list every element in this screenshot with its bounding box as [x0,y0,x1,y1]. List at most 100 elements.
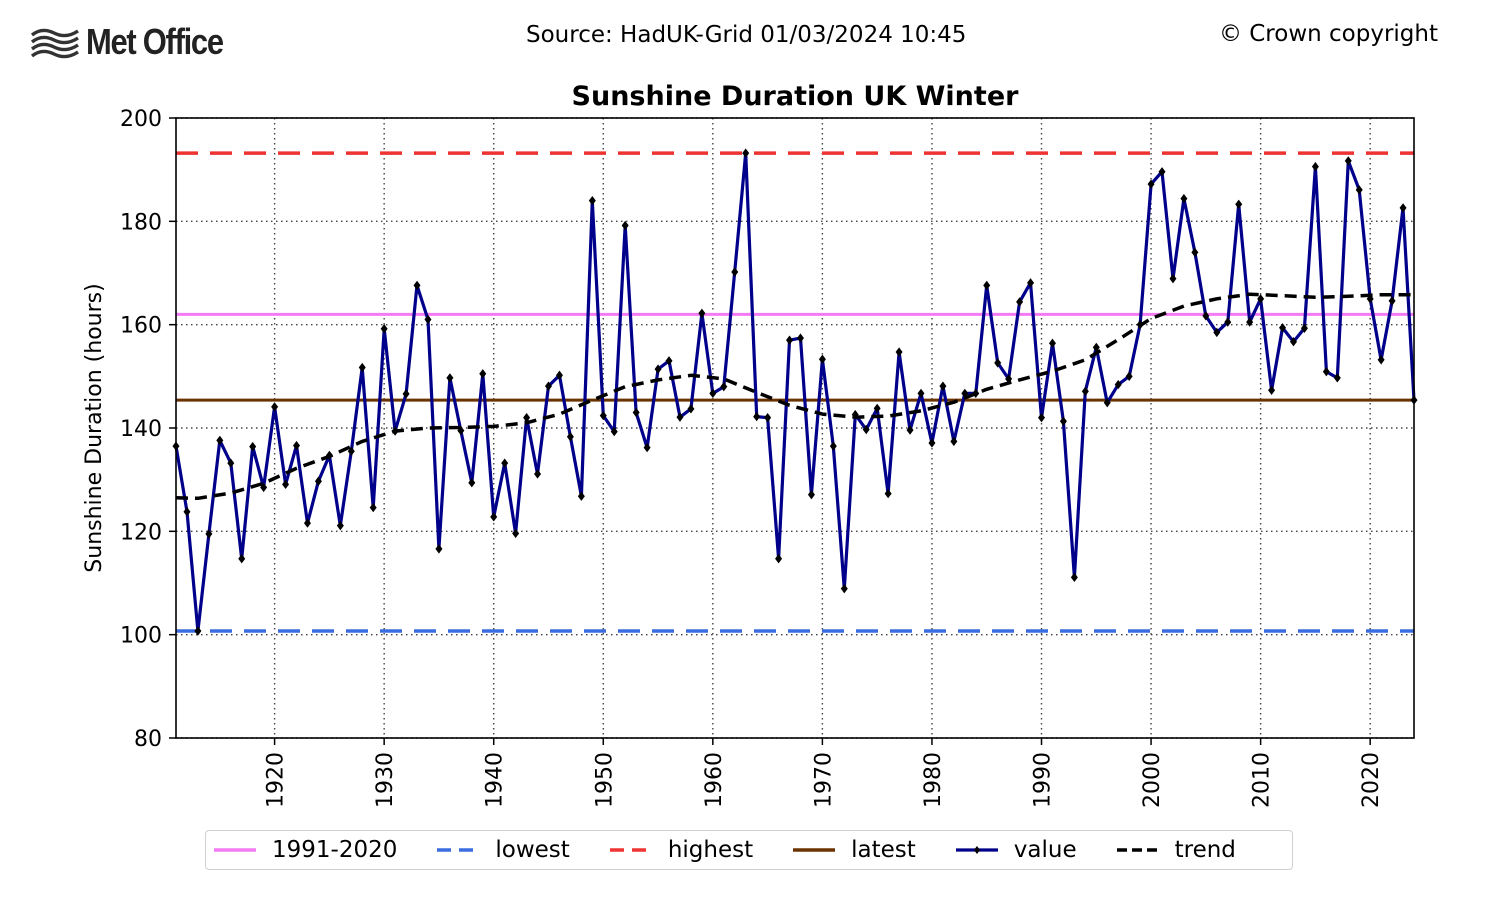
chart-title: Sunshine Duration UK Winter [572,81,1020,112]
value-point [599,410,607,421]
legend-swatch-trend [1116,848,1159,852]
value-point [216,435,224,446]
value-point [1147,179,1155,189]
value-point [227,458,235,468]
value-point [577,491,585,501]
value-point [1246,317,1254,327]
y-tick-label: 200 [120,107,162,132]
x-tick-label: 1930 [373,752,398,808]
value-point [665,356,673,366]
value-point [1224,317,1232,327]
value-point [807,489,815,500]
value-point [950,436,958,447]
legend-label-lowest: lowest [495,837,570,863]
value-point [1377,355,1385,365]
value-point [566,432,574,442]
reference-lines [176,151,1414,633]
value-point [1114,379,1122,390]
value-point [369,502,377,513]
value-point [1169,274,1177,284]
legend-swatch-value [955,846,998,854]
value-point [731,267,739,277]
axes: 80 100 120 140 160 180 200 1920 1930 1940 1950 1960… [120,107,1415,808]
value-point [282,479,290,489]
value-point [917,388,925,399]
value-point [1257,294,1265,304]
value-point [753,411,761,422]
value-point [1070,572,1078,582]
value-point [895,347,903,357]
value-point [1103,398,1111,408]
value-point [1202,311,1210,321]
value-point [906,425,914,435]
value-point [1158,167,1166,177]
chart-legend: 1991-2020 lowest highest latest value trend [205,830,1293,870]
value-point [1289,337,1297,347]
value-point [1059,416,1067,426]
value-point [1235,199,1243,209]
value-point [336,520,344,531]
x-tick-label: 2020 [1359,752,1384,808]
value-point [588,196,596,206]
value-point [786,335,794,345]
value-point [534,469,542,479]
value-point [402,389,410,399]
value-point [1355,185,1363,195]
value-point [884,488,892,499]
value-point [293,440,301,451]
value-point [501,458,509,468]
value-point [205,529,213,539]
value-point [840,584,848,594]
value-series-line [174,151,1416,633]
value-point [303,518,311,528]
value-point [380,324,388,334]
value-point [544,381,552,391]
legend-item-value: value [954,837,1077,863]
value-point [358,362,366,373]
y-tick-label: 80 [134,727,162,752]
value-point [1191,247,1199,257]
value-point [1322,367,1330,377]
value-point [1048,338,1056,348]
legend-swatch-latest [793,848,836,852]
met-office-logo: Met Office [30,21,245,62]
value-point [764,413,772,423]
x-tick-label: 1960 [702,752,727,808]
value-point [1311,161,1319,172]
value-point [1399,203,1407,213]
value-point [621,220,629,231]
value-point [676,412,684,422]
legend-item-trend: trend [1115,837,1236,863]
value-point [347,446,355,456]
value-point [1268,385,1276,395]
value-point [1300,323,1308,333]
value-point [1027,278,1035,288]
y-tick-label: 120 [120,520,162,545]
value-point [1388,296,1396,306]
value-point [742,148,750,158]
y-axis-label: Sunshine Duration (hours) [82,283,107,572]
legend-item-latest: latest [791,837,916,863]
value-point [1180,193,1188,204]
value-point [994,358,1002,368]
value-point [939,381,947,391]
value-point [829,441,837,451]
x-tick-label: 1940 [483,752,508,808]
value-point [873,403,881,414]
y-tick-label: 140 [120,417,162,442]
legend-label-highest: highest [667,837,754,863]
value-point [632,407,640,418]
value-point [698,308,706,318]
value-point [555,370,563,380]
copyright-text: © Crown copyright [1218,21,1438,47]
grid-layer [176,117,1414,739]
value-point [1016,297,1024,307]
value-point [1125,371,1133,381]
x-tick-label: 2000 [1140,752,1165,808]
x-tick-label: 1920 [264,752,289,808]
legend-label-avg: 1991-2020 [272,837,398,863]
x-tick-label: 1980 [921,752,946,808]
value-point [446,373,454,383]
value-point [709,388,717,399]
